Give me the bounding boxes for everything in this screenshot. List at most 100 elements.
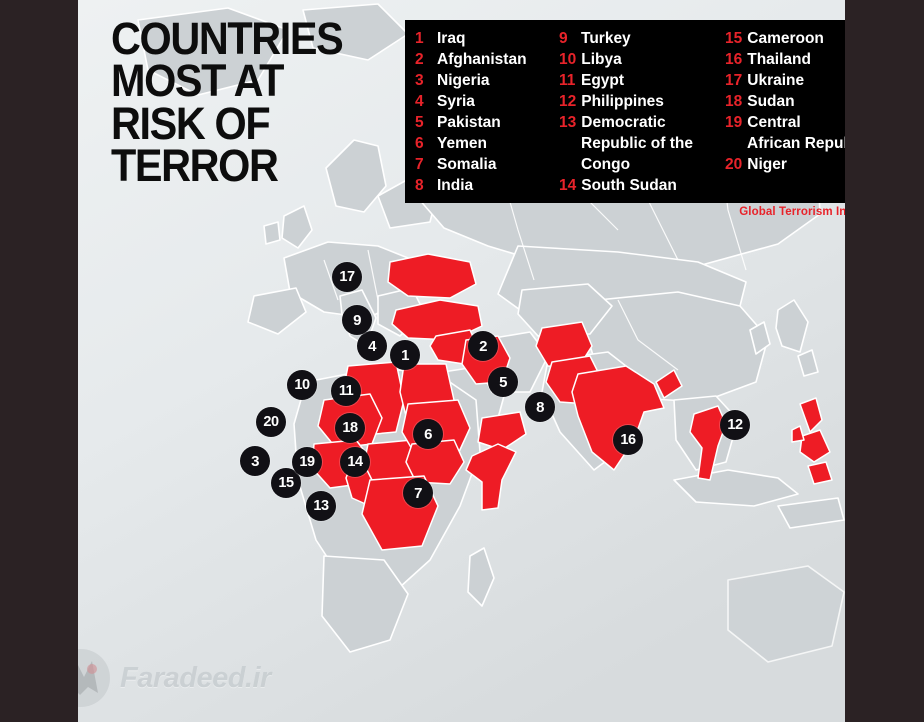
legend-rank: 12 — [559, 93, 577, 110]
legend-country: Egypt — [581, 72, 625, 89]
title-line-2: MOST AT — [111, 55, 284, 107]
map-marker-14[interactable]: 14 — [340, 447, 370, 477]
map-marker-1[interactable]: 1 — [390, 340, 420, 370]
faradeed-logo-icon — [78, 649, 110, 707]
legend-item: 3 Nigeria — [415, 70, 559, 91]
right-frame-bar — [845, 0, 924, 722]
legend-item: 11 Egypt — [559, 70, 725, 91]
map-marker-18[interactable]: 18 — [335, 413, 365, 443]
map-marker-12[interactable]: 12 — [720, 410, 750, 440]
legend-item: 2 Afghanistan — [415, 49, 559, 70]
legend-country: India — [437, 177, 474, 194]
map-marker-4[interactable]: 4 — [357, 331, 387, 361]
legend-rank: 10 — [559, 51, 577, 68]
legend-country: Pakistan — [437, 114, 501, 131]
legend-item: 19 Central — [725, 112, 845, 133]
map-marker-5[interactable]: 5 — [488, 367, 518, 397]
legend-country: Iraq — [437, 30, 466, 47]
legend-country: Syria — [437, 93, 475, 110]
title-line-3: RISK OF — [111, 97, 271, 149]
legend-country: Niger — [747, 156, 787, 173]
world-map-canvas: COUNTRIES MOST AT RISK OF TERROR 1 Iraq 2… — [78, 0, 845, 722]
legend-country: Cameroon — [747, 30, 824, 47]
legend-column-1: 1 Iraq 2 Afghanistan 3 Nigeria 4 Syria 5 Paki… — [415, 28, 559, 197]
legend-rank: 2 — [415, 51, 424, 68]
legend-country: Turkey — [581, 30, 631, 47]
map-marker-16[interactable]: 16 — [613, 425, 643, 455]
map-marker-6[interactable]: 6 — [413, 419, 443, 449]
legend-country: South Sudan — [581, 177, 677, 194]
map-marker-13[interactable]: 13 — [306, 491, 336, 521]
legend-country: Afghanistan — [437, 51, 527, 68]
map-marker-8[interactable]: 8 — [525, 392, 555, 422]
map-marker-11[interactable]: 11 — [331, 376, 361, 406]
map-marker-7[interactable]: 7 — [403, 478, 433, 508]
map-marker-10[interactable]: 10 — [287, 370, 317, 400]
legend-rank: 20 — [725, 156, 743, 173]
legend-rank: 17 — [725, 72, 743, 89]
legend-item: 6 Yemen — [415, 133, 559, 154]
legend-rank: 7 — [415, 156, 424, 173]
legend-country: Republic of the — [581, 135, 693, 152]
legend-rank: 13 — [559, 114, 577, 131]
legend-item: 16 Thailand — [725, 49, 845, 70]
legend-item: 9 Turkey — [559, 28, 725, 49]
legend-item: 18 Sudan — [725, 91, 845, 112]
legend-rank: 6 — [415, 135, 424, 152]
index-caption: Global Terrorism Index score — [739, 206, 845, 218]
map-marker-9[interactable]: 9 — [342, 305, 372, 335]
legend-item: 14 South Sudan — [559, 175, 725, 196]
legend-column-3: 15 Cameroon 16 Thailand 17 Ukraine 18 Sudan … — [725, 28, 845, 197]
legend-rank: 3 — [415, 72, 424, 89]
legend-country: Central — [747, 114, 801, 131]
map-marker-20[interactable]: 20 — [256, 407, 286, 437]
legend-item: 8 India — [415, 175, 559, 196]
left-frame-bar — [0, 0, 78, 722]
legend-column-2: 9 Turkey 10 Libya 11 Egypt 12 Philippines 13… — [559, 28, 725, 197]
legend-country: Ukraine — [747, 72, 805, 89]
legend-item: 17 Ukraine — [725, 70, 845, 91]
legend-item: 10 Libya — [559, 49, 725, 70]
legend-item: 13 Democratic — [559, 112, 725, 133]
watermark-text: Faradeed.ir — [120, 661, 271, 694]
title-line-4: TERROR — [111, 139, 279, 191]
legend-item: 12 Philippines — [559, 91, 725, 112]
legend-rank: 14 — [559, 177, 577, 194]
legend-country: Libya — [581, 51, 622, 68]
legend-item: 20 Niger — [725, 154, 845, 175]
legend-rank: 8 — [415, 177, 424, 194]
legend-item-continuation: Republic of the — [559, 133, 725, 154]
legend-item-continuation: Congo — [559, 154, 725, 175]
legend-item: 7 Somalia — [415, 154, 559, 175]
map-marker-17[interactable]: 17 — [332, 262, 362, 292]
legend-item: 1 Iraq — [415, 28, 559, 49]
legend-rank: 16 — [725, 51, 743, 68]
map-marker-19[interactable]: 19 — [292, 447, 322, 477]
legend-item: 5 Pakistan — [415, 112, 559, 133]
legend-rank: 15 — [725, 30, 743, 47]
legend-rank: 1 — [415, 30, 424, 47]
map-marker-2[interactable]: 2 — [468, 331, 498, 361]
legend-country: Philippines — [581, 93, 664, 110]
watermark: Faradeed.ir — [78, 645, 308, 711]
legend-country: Thailand — [747, 51, 811, 68]
legend-item: 15 Cameroon — [725, 28, 845, 49]
map-marker-3[interactable]: 3 — [240, 446, 270, 476]
legend-country: Democratic — [581, 114, 666, 131]
legend-country: Somalia — [437, 156, 497, 173]
legend-item: 4 Syria — [415, 91, 559, 112]
legend-country: Nigeria — [437, 72, 490, 89]
legend-rank: 5 — [415, 114, 424, 131]
legend-rank: 9 — [559, 30, 568, 47]
legend-rank: 4 — [415, 93, 424, 110]
title-line-1: COUNTRIES — [111, 13, 344, 64]
page-title: COUNTRIES MOST AT RISK OF TERROR — [111, 13, 405, 191]
legend-country: Congo — [581, 156, 631, 173]
legend-item-continuation: African Republic — [725, 133, 845, 154]
legend-box: 1 Iraq 2 Afghanistan 3 Nigeria 4 Syria 5 Paki… — [405, 20, 845, 203]
legend-rank: 19 — [725, 114, 743, 131]
legend-rank: 11 — [559, 72, 576, 89]
legend-rank: 18 — [725, 93, 743, 110]
legend-country: African Republic — [747, 135, 845, 152]
